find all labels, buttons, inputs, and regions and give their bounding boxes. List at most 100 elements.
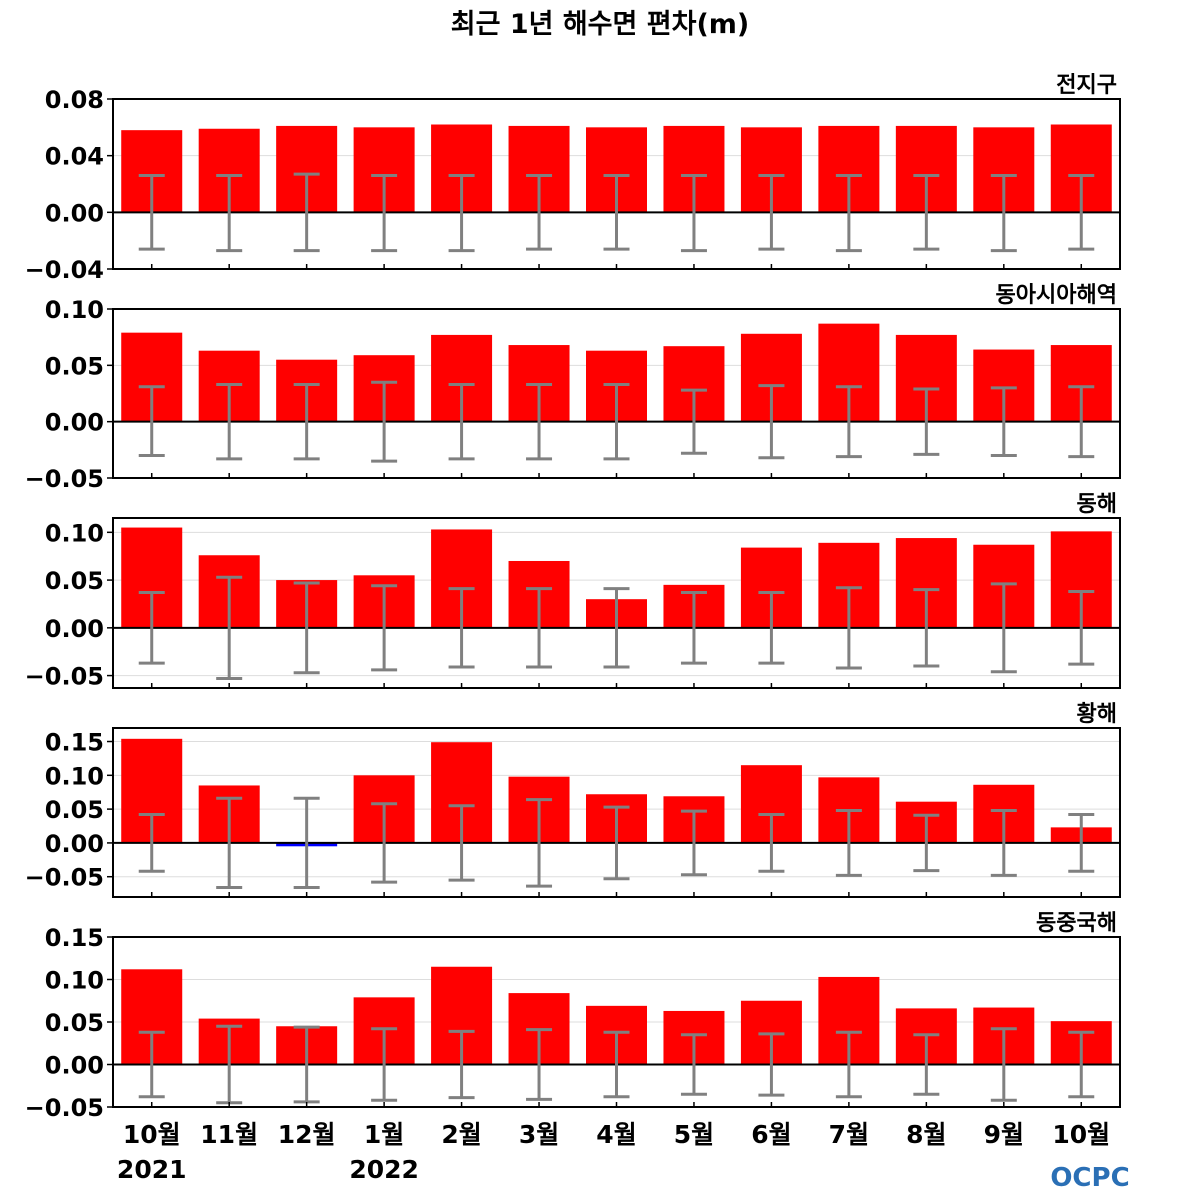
error-bar	[758, 384, 785, 460]
ocpc-logo: OCPC	[1050, 1163, 1129, 1193]
error-bar	[603, 805, 630, 881]
error-bar	[680, 1033, 707, 1096]
panel-3: −0.05 0.00 0.05 0.10 동해	[25, 492, 1121, 691]
error-bar	[1068, 174, 1095, 251]
panel-5: −0.05 0.00 0.05 0.10 0.15 동중국해	[25, 911, 1121, 1122]
y-tick-label: 0.05	[45, 796, 104, 824]
x-tick-label: 12월	[278, 1120, 336, 1149]
error-bar	[680, 590, 707, 665]
error-bar	[835, 1030, 862, 1099]
x-tick-label: 3월	[519, 1120, 559, 1149]
x-tick-label: 4월	[596, 1120, 636, 1149]
x-tick-label: 5월	[674, 1120, 714, 1149]
y-tick-label: 0.05	[45, 567, 104, 595]
error-bar	[990, 808, 1017, 877]
y-tick-label: 0.05	[45, 1009, 104, 1037]
error-bar	[603, 174, 630, 251]
chart-title: 최근 1년 해수면 편차(m)	[451, 9, 750, 40]
error-bar	[758, 590, 785, 665]
error-bar	[371, 380, 398, 463]
error-bar	[216, 796, 243, 890]
error-bar	[680, 174, 707, 253]
y-tick-label: −0.04	[25, 256, 104, 284]
y-tick-label: 0.10	[45, 519, 104, 547]
error-bar	[913, 387, 940, 456]
error-bar	[293, 1025, 320, 1104]
y-tick-label: 0.10	[45, 762, 104, 790]
x-tick-label: 8월	[906, 1120, 946, 1149]
y-tick-label: 0.00	[45, 615, 104, 643]
error-bar	[758, 1032, 785, 1097]
error-bar	[913, 174, 940, 251]
error-bar	[1068, 1030, 1095, 1099]
x-tick-label: 6월	[751, 1120, 791, 1149]
y-tick-label: 0.15	[45, 729, 104, 757]
error-bar	[835, 808, 862, 877]
error-bar	[371, 584, 398, 672]
panel-1: −0.04 0.00 0.04 0.08 전지구	[25, 73, 1121, 284]
panel-title: 황해	[1077, 702, 1117, 727]
error-bar	[1068, 590, 1095, 666]
error-bar	[216, 575, 243, 680]
y-tick-label: −0.05	[25, 1094, 104, 1122]
error-bar	[990, 174, 1017, 253]
panel-title: 전지구	[1056, 73, 1117, 98]
y-tick-label: 0.00	[45, 409, 104, 437]
error-bar	[603, 382, 630, 461]
error-bar	[758, 174, 785, 251]
error-bar	[371, 174, 398, 253]
y-tick-label: 0.05	[45, 352, 104, 380]
error-bar	[526, 587, 553, 669]
panel-title: 동중국해	[1036, 911, 1117, 936]
error-bar	[990, 582, 1017, 674]
error-bar	[448, 1029, 475, 1100]
error-bar	[448, 804, 475, 882]
error-bar	[913, 813, 940, 873]
x-tick-label: 10월	[1052, 1120, 1110, 1149]
year-label: 2021	[117, 1155, 187, 1184]
error-bar	[138, 1030, 165, 1099]
panel-title: 동아시아해역	[996, 283, 1117, 308]
error-bar	[1068, 813, 1095, 873]
error-bar	[448, 382, 475, 461]
error-bar	[913, 1033, 940, 1096]
error-bar	[293, 796, 320, 890]
error-bar	[371, 1027, 398, 1102]
error-bar	[293, 172, 320, 253]
error-bar	[293, 382, 320, 461]
error-bar	[138, 385, 165, 457]
y-tick-label: 0.08	[45, 86, 104, 114]
error-bar	[526, 382, 553, 461]
y-tick-label: −0.05	[25, 864, 104, 892]
panel-2: −0.05 0.00 0.05 0.10 동아시아해역	[25, 283, 1121, 493]
x-tick-label: 11월	[200, 1120, 258, 1149]
x-tick-label: 2월	[441, 1120, 481, 1149]
error-bar	[448, 587, 475, 669]
error-bar	[990, 386, 1017, 457]
error-bar	[526, 798, 553, 888]
error-bar	[138, 174, 165, 251]
panel-title: 동해	[1077, 492, 1117, 517]
panel-4: −0.05 0.00 0.05 0.10 0.15 황해	[25, 702, 1121, 898]
y-tick-label: 0.00	[45, 1052, 104, 1080]
x-tick-label: 7월	[829, 1120, 869, 1149]
panels-group: −0.04 0.00 0.04 0.08 전지구 −0.05 0.00 0.05 0.10 동아시…	[25, 73, 1121, 1122]
year-label: 2022	[349, 1155, 419, 1184]
error-bar	[603, 587, 630, 669]
error-bar	[913, 588, 940, 668]
error-bar	[603, 1030, 630, 1099]
x-tick-label: 9월	[984, 1120, 1024, 1149]
error-bar	[526, 174, 553, 251]
y-tick-label: −0.05	[25, 465, 104, 493]
error-bar	[526, 1028, 553, 1101]
error-bar	[680, 388, 707, 455]
error-bar	[680, 809, 707, 877]
y-tick-label: 0.04	[45, 143, 104, 171]
y-tick-label: 0.00	[45, 830, 104, 858]
error-bar	[216, 174, 243, 253]
x-axis-labels: 10월 11월 12월 1월 2월 3월 4월 5월 6월 7월 8월 9월 10월 2021 2022	[117, 1120, 1110, 1184]
x-tick-label: 10월	[123, 1120, 181, 1149]
error-bar	[758, 813, 785, 873]
error-bar	[990, 1027, 1017, 1102]
